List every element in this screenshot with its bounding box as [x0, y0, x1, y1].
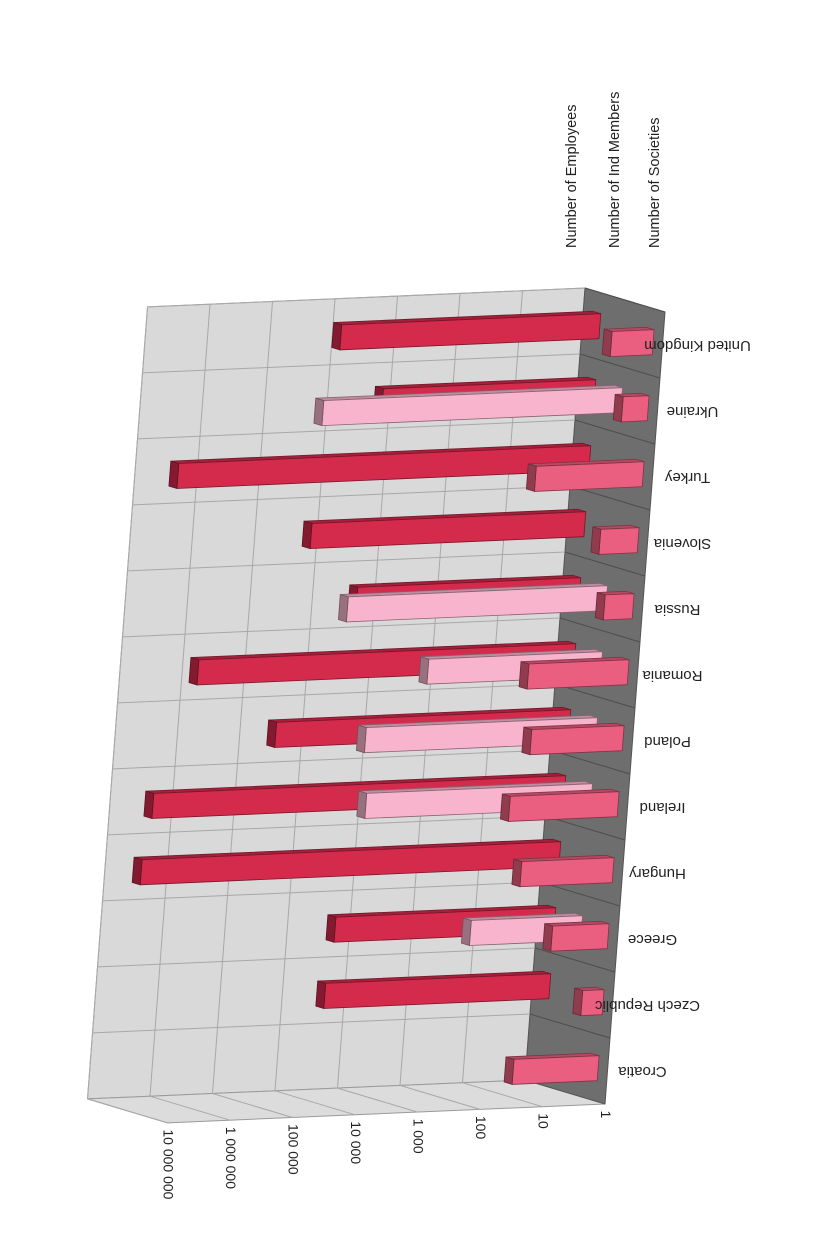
bar-end [601, 328, 613, 358]
floor-gridline [574, 419, 656, 445]
bar-end [521, 726, 533, 756]
bar-end [612, 393, 624, 423]
value-gridline-side [462, 1082, 543, 1108]
floor-gridline [579, 353, 661, 379]
value-gridline-side [212, 1093, 293, 1118]
category-label: Turkey [664, 469, 710, 486]
floor-gridline [544, 815, 626, 841]
bar-front [620, 395, 650, 423]
value-gridline-side [399, 1084, 481, 1110]
bar-front [529, 725, 625, 756]
bar-front [526, 659, 630, 690]
floor-gridline [539, 881, 621, 907]
category-gridline [112, 749, 551, 770]
bar-end [301, 520, 313, 550]
category-label: Slovenia [653, 535, 711, 552]
value-tick-label: 1 000 000 [223, 1127, 239, 1189]
bar-end [525, 463, 537, 492]
bar-front [533, 461, 645, 492]
value-gridline-side [337, 1087, 418, 1113]
bar-end [325, 914, 337, 943]
bar-end [572, 987, 584, 1017]
bar-end [518, 661, 530, 690]
chart-plot-area: 1 10 100 1 000 10 000 100 000 1 000 000 10 000 … [86, 92, 751, 1200]
category-gridline [132, 485, 571, 506]
category-gridline [137, 419, 576, 440]
bar-front [602, 593, 635, 621]
category-gridline [92, 1013, 531, 1034]
value-gridline-side [87, 1098, 168, 1124]
category-label: Romania [642, 667, 703, 684]
category-gridline [102, 881, 541, 902]
floor-gridline [529, 1013, 611, 1039]
category-gridline [97, 947, 536, 968]
category-label: Greece [628, 931, 677, 948]
value-gridline-side [149, 1095, 231, 1121]
bar-end [503, 1056, 515, 1085]
value-tick-label: 10 [535, 1113, 551, 1129]
bar-end [337, 593, 349, 623]
bar-end [542, 923, 554, 952]
bar-front [598, 527, 640, 555]
bar-end [331, 321, 343, 351]
series-label: Number of Societies [647, 117, 663, 248]
bar-end [590, 526, 602, 555]
category-label: Russia [654, 601, 701, 618]
floor-gridline [559, 617, 641, 643]
bar-end [131, 856, 143, 886]
category-label: Ukraine [667, 403, 719, 420]
bar-end [315, 980, 327, 1010]
bar-front [511, 1055, 600, 1085]
value-tick-label: 100 [473, 1116, 489, 1140]
bar-front [507, 791, 620, 822]
bar-end [188, 656, 200, 686]
bar-end [313, 397, 325, 427]
category-gridline [117, 683, 556, 704]
category-label: Ireland [640, 799, 686, 816]
category-gridline [122, 617, 561, 638]
category-label: United Kingdom [644, 337, 751, 354]
bar-end [460, 917, 472, 947]
bar-end [511, 858, 523, 888]
series-label: Number of Ind Members [607, 92, 623, 248]
bar-front [550, 923, 610, 952]
bar-end [594, 591, 606, 621]
bar-end [143, 790, 155, 820]
bar-end [266, 719, 278, 749]
category-gridline [142, 353, 581, 374]
floor-gridline [554, 683, 636, 709]
floor-gridline [534, 947, 616, 973]
value-tick-label: 1 [598, 1111, 614, 1119]
value-tick-label: 1 000 [410, 1119, 426, 1154]
category-label: Poland [644, 733, 691, 750]
category-label: Croatia [618, 1063, 667, 1080]
bar-front [519, 857, 615, 888]
floor-gridline [549, 749, 631, 775]
category-label: Hungary [629, 865, 686, 882]
category-label: Czech Republic [594, 997, 700, 1014]
bar-end [418, 656, 430, 685]
value-gridline-side [274, 1090, 356, 1116]
category-gridline [107, 815, 546, 836]
floor-gridline [569, 485, 651, 511]
series-label: Number of Employees [564, 105, 580, 248]
bar-end [168, 460, 180, 490]
floor-gridline [584, 287, 666, 313]
category-gridline [147, 287, 586, 308]
category-gridline [127, 551, 566, 572]
bar-end [356, 790, 368, 820]
bar-end [499, 793, 511, 822]
floor-gridline [564, 551, 646, 577]
value-tick-label: 10 000 000 [160, 1129, 176, 1199]
bar-end [355, 724, 367, 754]
value-tick-label: 10 000 [348, 1121, 364, 1164]
value-tick-label: 100 000 [285, 1124, 301, 1175]
